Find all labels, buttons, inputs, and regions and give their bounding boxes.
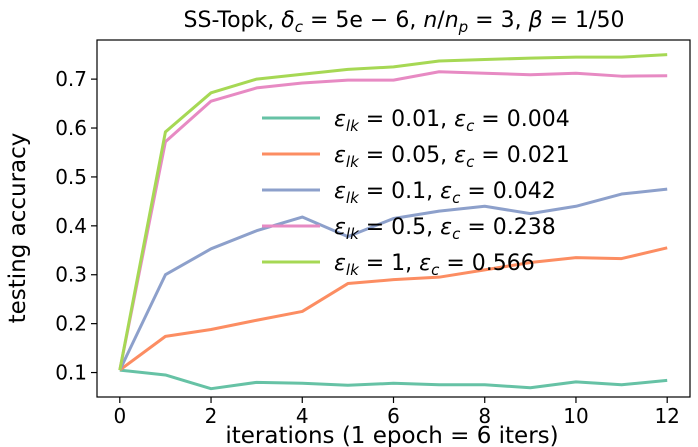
legend-label: εlk = 0.1, εc = 0.042 — [334, 179, 556, 207]
y-tick-label: 0.3 — [55, 263, 87, 287]
legend-label: εlk = 0.01, εc = 0.004 — [334, 107, 570, 135]
y-tick-label: 0.7 — [55, 67, 87, 91]
series-line-1 — [119, 368, 668, 391]
y-tick-label: 0.2 — [55, 312, 87, 336]
x-tick-label: 8 — [478, 404, 491, 428]
series-line-3 — [118, 187, 668, 371]
y-tick-label: 0.5 — [55, 165, 87, 189]
axis-ticks: 0 2 4 6 8 10 12 0.1 0.2 0.3 0.4 0.5 0.6 0.7 — [55, 67, 680, 428]
chart-title: SS-Topk, δc = 5e − 6, n/np = 3, β = 1/50 — [184, 8, 625, 36]
y-tick-label: 0.4 — [55, 214, 87, 238]
x-tick-label: 12 — [654, 404, 679, 428]
x-tick-label: 2 — [205, 404, 218, 428]
y-tick-label: 0.1 — [55, 361, 87, 385]
legend: εlk = 0.01, εc = 0.004 εlk = 0.05, εc = 0… — [262, 107, 570, 279]
legend-label: εlk = 1, εc = 0.566 — [334, 251, 535, 279]
plot-frame — [96, 39, 691, 398]
x-tick-label: 6 — [387, 404, 400, 428]
x-axis-label: iterations (1 epoch = 6 iters) — [225, 423, 558, 447]
y-tick-label: 0.6 — [55, 116, 87, 140]
legend-label: εlk = 0.5, εc = 0.238 — [334, 215, 556, 243]
series-line-2 — [118, 246, 668, 372]
series-line-5 — [118, 53, 668, 371]
x-tick-label: 4 — [296, 404, 309, 428]
y-axis-label: testing accuracy — [5, 133, 31, 324]
legend-label: εlk = 0.05, εc = 0.021 — [334, 143, 570, 171]
x-tick-label: 0 — [113, 404, 126, 428]
series-lines — [118, 53, 668, 391]
x-tick-label: 10 — [563, 404, 588, 428]
series-line-4 — [118, 70, 668, 371]
